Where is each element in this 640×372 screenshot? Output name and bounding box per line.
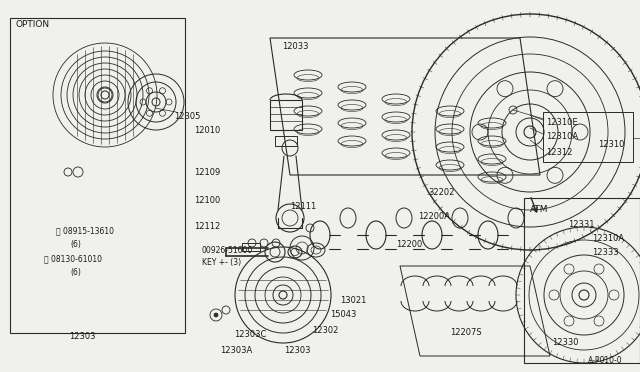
Text: 12109: 12109 — [194, 168, 220, 177]
Text: 12310A: 12310A — [546, 132, 578, 141]
Text: 12303: 12303 — [68, 332, 95, 341]
Bar — [543, 112, 633, 162]
Text: (6): (6) — [70, 240, 81, 249]
Text: 12310E: 12310E — [546, 118, 578, 127]
Text: 12330: 12330 — [552, 338, 579, 347]
Text: 12112: 12112 — [194, 222, 220, 231]
Bar — [270, 100, 302, 130]
Text: ATM: ATM — [530, 205, 548, 214]
Circle shape — [214, 313, 218, 317]
Text: 12305: 12305 — [174, 112, 200, 121]
Text: KEY +- (3): KEY +- (3) — [202, 258, 241, 267]
Text: 12331: 12331 — [568, 220, 595, 229]
Text: 12111: 12111 — [290, 202, 316, 211]
Text: 12302: 12302 — [312, 326, 339, 335]
Text: 12310: 12310 — [598, 140, 625, 149]
Text: 12010: 12010 — [194, 126, 220, 135]
Text: 32202: 32202 — [428, 188, 454, 197]
Bar — [275, 136, 297, 146]
Text: ⓥ 08915-13610: ⓥ 08915-13610 — [56, 226, 114, 235]
Text: 12333: 12333 — [592, 248, 619, 257]
Text: (6): (6) — [70, 268, 81, 277]
Bar — [242, 243, 260, 251]
Text: 12303A: 12303A — [220, 346, 252, 355]
Text: Ⓑ 08130-61010: Ⓑ 08130-61010 — [44, 254, 102, 263]
Text: OPTION: OPTION — [16, 20, 50, 29]
Text: 12207S: 12207S — [450, 328, 482, 337]
Text: 12303: 12303 — [284, 346, 310, 355]
Text: 12312: 12312 — [546, 148, 572, 157]
Text: 12200: 12200 — [396, 240, 422, 249]
Text: 12200A: 12200A — [418, 212, 450, 221]
Bar — [524, 198, 640, 363]
Text: 12303C: 12303C — [234, 330, 266, 339]
Text: 12100: 12100 — [194, 196, 220, 205]
Text: 12310A: 12310A — [592, 234, 624, 243]
Text: 12033: 12033 — [282, 42, 308, 51]
Text: 00926-51600: 00926-51600 — [202, 246, 253, 255]
Text: 13021: 13021 — [340, 296, 366, 305]
Text: A-P010-0: A-P010-0 — [588, 356, 623, 365]
Text: 15043: 15043 — [330, 310, 356, 319]
Bar — [10, 18, 185, 333]
